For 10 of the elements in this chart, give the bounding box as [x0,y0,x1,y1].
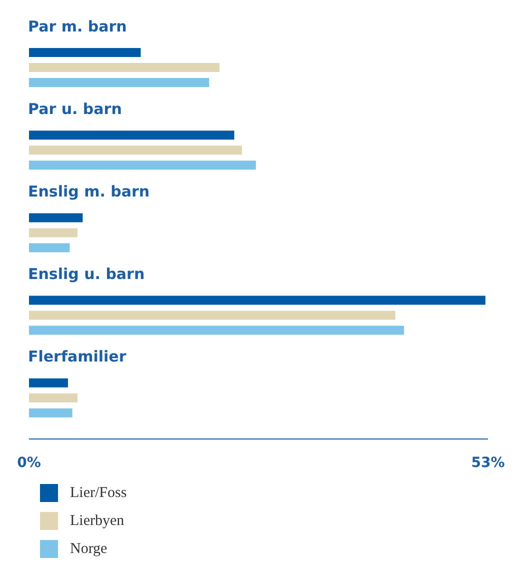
x-tick-label: 0% [17,454,41,471]
legend-label: Lierbyen [70,512,124,530]
y-tick-label: Enslig u. barn [28,265,145,284]
x-tick-label: 53% [471,454,505,471]
y-tick-label: Enslig m. barn [28,182,150,200]
y-tick-label: Flerfamilier [28,348,127,366]
y-tick-label: Par u. barn [28,100,122,118]
legend-label: Lier/Foss [70,484,127,502]
y-tick-label: Par m. barn [28,17,127,36]
legend-label: Norge [70,540,108,558]
